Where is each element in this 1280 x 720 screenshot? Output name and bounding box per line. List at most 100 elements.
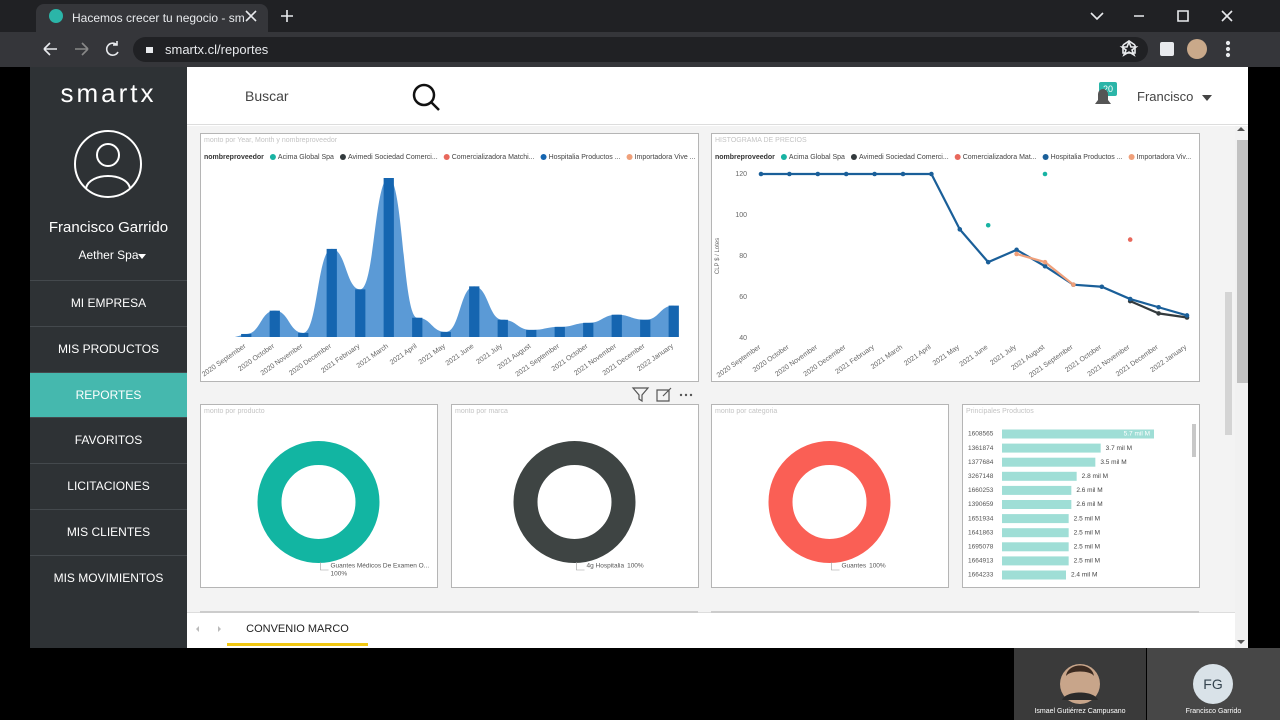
visual-title: monto por categoria: [715, 408, 777, 415]
bar: [1002, 514, 1069, 524]
point: [929, 171, 934, 177]
bar: [241, 333, 252, 337]
legend-label: Importadora Viv...: [1137, 154, 1192, 161]
bar: [326, 248, 337, 337]
y-tick-label: 120: [735, 171, 747, 178]
y-tick-label: 1641863: [968, 529, 994, 536]
point: [1184, 313, 1190, 318]
menu-item[interactable]: MI EMPRESA: [30, 280, 187, 325]
data-label: 2.6 mil M: [1076, 487, 1102, 494]
leader-line: [576, 562, 585, 571]
legend-marker: [1128, 154, 1135, 160]
search-label[interactable]: Buscar: [245, 88, 289, 104]
url-field[interactable]: smartx.cl/reportes: [133, 37, 1148, 62]
data-label: Guantes Médicos De Examen O...: [331, 563, 430, 570]
y-tick-label: 1695078: [968, 544, 994, 551]
y-tick-label: 100: [735, 212, 747, 219]
data-label: 100%: [331, 571, 348, 578]
bar: [383, 178, 394, 337]
y-tick-label: 1361874: [968, 445, 994, 452]
bar: [1002, 429, 1154, 439]
point: [1014, 251, 1019, 257]
bar: [668, 305, 679, 337]
data-label: 2.8 mil M: [1082, 473, 1108, 480]
legend-title: nombreproveedor: [204, 154, 264, 161]
legend-title: nombreproveedor: [715, 154, 775, 161]
legend-label: Importadora Vive ...: [635, 154, 696, 161]
menu-item[interactable]: LICITACIONES: [30, 463, 187, 508]
menu-item[interactable]: MIS PRODUCTOS: [30, 325, 187, 371]
legend-label: Hospitalia Productos ...: [1051, 154, 1123, 161]
data-label: 2.5 mil M: [1074, 515, 1100, 522]
visual-title: Principales Productos: [966, 408, 1034, 415]
legend-marker: [626, 154, 633, 160]
point: [1014, 247, 1019, 253]
bar: [412, 317, 423, 337]
legend-marker: [339, 154, 346, 160]
y-tick-label: 40: [739, 335, 747, 342]
bar: [611, 314, 622, 337]
y-tick-label: 1651934: [968, 515, 994, 522]
legend-label: Acima Global Spa: [278, 154, 334, 161]
bar: [526, 329, 537, 337]
point: [1042, 263, 1048, 269]
bar: [469, 286, 480, 337]
browser-tab[interactable]: Hacemos crecer tu negocio - sm: [36, 4, 268, 32]
point: [872, 171, 877, 177]
y-tick-label: 1664913: [968, 558, 994, 565]
legend-marker: [850, 154, 857, 160]
legend-marker: [443, 154, 450, 160]
data-label: 4g Hospitalia: [587, 563, 625, 570]
data-label: 5.7 mil M: [1124, 431, 1150, 438]
legend-marker: [954, 154, 961, 160]
point: [787, 171, 792, 177]
point: [1156, 304, 1161, 310]
legend-label: Comercializadora Matchi...: [452, 154, 535, 161]
menu-item[interactable]: REPORTES: [30, 371, 187, 417]
point: [1127, 237, 1133, 242]
donut-slice: [768, 441, 891, 563]
point: [1042, 171, 1048, 177]
data-label: 3.5 mil M: [1100, 459, 1126, 466]
menu-item[interactable]: MIS MOVIMIENTOS: [30, 554, 187, 600]
line: [761, 172, 1188, 317]
point: [1042, 259, 1048, 265]
visual-panel: [200, 133, 699, 382]
point: [1127, 296, 1133, 302]
y-axis-label: CLP $ / Lotes: [715, 238, 721, 274]
user-name: Francisco Garrido: [48, 219, 169, 236]
point: [1071, 282, 1076, 288]
area: [234, 178, 677, 337]
bar: [1002, 500, 1072, 509]
legend-label: Comercializadora Mat...: [963, 154, 1037, 161]
menu-item[interactable]: MIS CLIENTES: [30, 509, 187, 554]
panel-scrollbar: [1192, 424, 1196, 457]
data-label: 2.5 mil M: [1074, 529, 1100, 536]
menu-item[interactable]: FAVORITOS: [30, 417, 187, 462]
bar: [1002, 457, 1096, 467]
visual-title: HISTOGRAMA DE PRECIOS: [715, 137, 807, 144]
header: [187, 67, 1248, 125]
page-tab[interactable]: CONVENIO MARCO: [227, 613, 368, 646]
legend-marker: [540, 154, 547, 160]
participant-name: Francisco Garrido: [1185, 708, 1242, 715]
y-tick-label: 1377684: [968, 459, 994, 466]
bar: [355, 289, 366, 337]
y-tick-label: 80: [739, 253, 747, 260]
leader-line: [831, 562, 840, 571]
legend-label: Avimedi Sociedad Comerci...: [348, 154, 438, 161]
header-user[interactable]: Francisco: [1137, 89, 1194, 104]
company-selector[interactable]: Aether Spa: [78, 248, 139, 262]
legend-label: Hospitalia Productos ...: [549, 154, 621, 161]
legend-marker: [780, 154, 787, 160]
bar: [1002, 528, 1069, 538]
point: [843, 171, 849, 177]
legend-label: Acima Global Spa: [789, 154, 845, 161]
logo[interactable]: smartx: [60, 78, 157, 108]
data-label: 3.7 mil M: [1106, 445, 1132, 452]
bar: [1002, 485, 1072, 495]
data-label: 100%: [627, 563, 644, 570]
bar: [1002, 471, 1077, 481]
